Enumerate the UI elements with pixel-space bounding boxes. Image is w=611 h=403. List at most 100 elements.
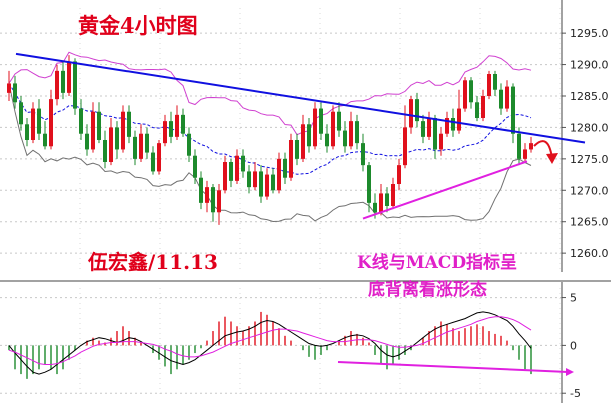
candle-body xyxy=(181,114,185,134)
candle-body xyxy=(475,102,479,118)
candle-body xyxy=(265,174,269,197)
candle-body xyxy=(493,74,497,90)
candle-body xyxy=(115,127,119,150)
candle-body xyxy=(373,202,377,213)
price-tick-label: 1285.0 xyxy=(570,90,609,103)
candle-body xyxy=(235,155,239,181)
candle-body xyxy=(31,108,35,140)
candle-body xyxy=(499,89,503,109)
macd-trendline-arrowhead xyxy=(566,368,574,376)
candle-body xyxy=(193,155,197,178)
candle-body xyxy=(97,111,101,140)
candle-body xyxy=(241,155,245,172)
price-tick-label: 1295.0 xyxy=(570,27,609,40)
candle-body xyxy=(61,70,65,93)
candle-body xyxy=(391,184,395,206)
candle-body xyxy=(445,118,449,134)
candle-body xyxy=(157,143,161,172)
candle-body xyxy=(91,111,95,150)
candle-body xyxy=(301,124,305,159)
candle-body xyxy=(139,133,143,159)
macd-trendline xyxy=(337,361,569,373)
candle-body xyxy=(229,162,233,181)
candle-body xyxy=(277,158,281,191)
candle-body xyxy=(421,121,425,137)
candle-body xyxy=(163,121,167,144)
candle-body xyxy=(49,99,53,147)
candle-body xyxy=(511,86,515,134)
price-tick-label: 1275.0 xyxy=(570,153,609,166)
candle-body xyxy=(397,165,401,184)
candle-body xyxy=(307,124,311,147)
candle-body xyxy=(211,187,215,213)
candle-body xyxy=(319,108,323,134)
candle-body xyxy=(355,121,359,144)
candle-body xyxy=(37,108,41,134)
candle-body xyxy=(151,152,155,172)
bollinger-bands xyxy=(8,51,532,223)
candle-body xyxy=(109,127,113,162)
candle-body xyxy=(103,140,107,162)
candle-body xyxy=(79,108,83,134)
price-tick-label: 1265.0 xyxy=(570,216,609,229)
price-tick-label: 1270.0 xyxy=(570,184,609,197)
price-tick-label: 1260.0 xyxy=(570,247,609,260)
resistance-trendline xyxy=(15,52,586,144)
candle-body xyxy=(469,80,473,103)
candle-body xyxy=(529,143,533,150)
candle-body xyxy=(385,193,389,206)
candle-body xyxy=(217,190,221,213)
macd-dea-line xyxy=(8,316,532,365)
candle-body xyxy=(169,121,173,137)
bollinger-middle xyxy=(8,83,532,175)
bollinger-upper xyxy=(8,51,532,136)
candle-body xyxy=(517,133,521,159)
candle-body xyxy=(487,74,491,96)
candlesticks xyxy=(7,55,533,225)
candle-body xyxy=(271,174,275,191)
author-label: 伍宏鑫/11.13 xyxy=(88,250,218,274)
candle-body xyxy=(349,121,353,147)
candle-body xyxy=(523,149,527,159)
candle-body xyxy=(145,133,149,153)
candle-body xyxy=(331,111,335,147)
macd-tick-label: -5 xyxy=(570,387,581,400)
candle-body xyxy=(295,140,299,159)
candle-body xyxy=(175,114,179,137)
macd-tick-label: 5 xyxy=(570,292,577,305)
candle-body xyxy=(127,111,131,137)
candle-body xyxy=(439,133,443,150)
macd-tick-labels: 5 0 -5 xyxy=(570,292,581,401)
candle-body xyxy=(67,61,71,93)
candle-body xyxy=(73,61,77,109)
candle-body xyxy=(313,108,317,147)
candle-body xyxy=(19,102,23,125)
support-trendline xyxy=(362,160,528,220)
candle-body xyxy=(25,124,29,140)
candle-body xyxy=(259,171,263,197)
candle-body xyxy=(85,133,89,150)
candle-body xyxy=(415,99,419,122)
candle-body xyxy=(463,80,467,109)
annotation-line-2: 底背离看涨形态 xyxy=(368,280,487,300)
candle-body xyxy=(133,136,137,159)
macd-panel xyxy=(8,311,574,379)
candle-body xyxy=(457,108,461,131)
price-grid xyxy=(0,8,566,398)
candle-body xyxy=(409,99,413,128)
candle-body xyxy=(403,127,407,166)
projection-arrowhead xyxy=(546,153,558,164)
candle-body xyxy=(289,140,293,178)
candle-body xyxy=(7,83,11,93)
candle-body xyxy=(121,111,125,150)
candle-body xyxy=(13,83,17,103)
macd-dif-line xyxy=(8,311,532,375)
annotation-line-1: K线与MACD指标呈 xyxy=(357,253,518,273)
candle-body xyxy=(427,118,431,137)
price-tick-labels: 1295.0 1290.0 1285.0 1280.0 1275.0 1270.0 1265… xyxy=(570,27,609,260)
candle-body xyxy=(253,171,257,188)
candle-body xyxy=(361,143,365,166)
candle-body xyxy=(481,96,485,118)
